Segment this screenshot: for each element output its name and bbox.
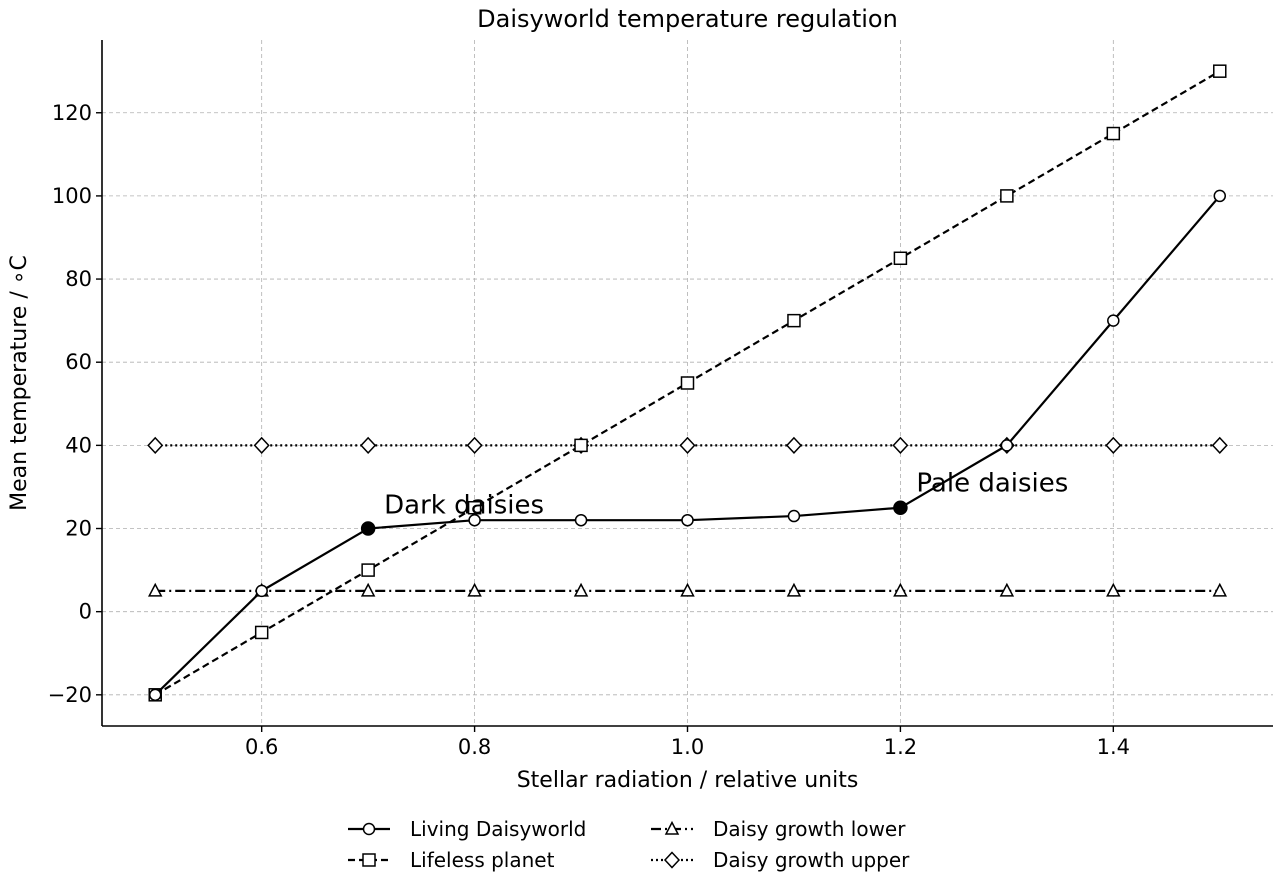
data-point xyxy=(1107,314,1120,327)
legend-marker xyxy=(664,820,680,835)
x-tick-label: 0.8 xyxy=(458,735,491,759)
data-point xyxy=(466,436,483,454)
data-point xyxy=(1213,64,1227,78)
y-tick-label: −20 xyxy=(48,683,92,707)
data-point xyxy=(361,563,375,577)
data-point xyxy=(360,582,376,597)
x-tick-label: 0.6 xyxy=(245,735,278,759)
annotation-label: Pale daisies xyxy=(916,469,1068,499)
data-point xyxy=(999,582,1015,597)
y-tick-label: 80 xyxy=(65,267,92,291)
data-point xyxy=(1212,582,1228,597)
data-point xyxy=(360,521,376,536)
legend-marker xyxy=(362,822,376,836)
y-tick-label: 100 xyxy=(52,184,92,208)
data-point xyxy=(680,582,695,597)
legend-label: Daisy growth upper xyxy=(713,848,910,872)
series-layer xyxy=(147,64,1228,702)
data-point xyxy=(1211,436,1228,454)
data-point xyxy=(573,582,589,597)
data-point xyxy=(1105,436,1122,454)
x-tick-label: 1.2 xyxy=(884,735,917,759)
data-point xyxy=(255,584,268,598)
legend-label: Daisy growth lower xyxy=(713,817,906,841)
legend-marker xyxy=(663,851,681,869)
y-tick-label: 120 xyxy=(52,101,92,125)
data-point xyxy=(574,513,588,527)
ticks: 0.6 0.8 1.0 1.2 1.4 −20 0 20 40 60 80 100 120 xyxy=(48,101,1130,759)
data-point xyxy=(1000,439,1014,452)
data-point xyxy=(787,509,801,523)
series-daisy-growth-lower xyxy=(147,582,1228,597)
legend: Living Daisyworld Lifeless planet Daisy gr… xyxy=(348,817,910,872)
x-tick-label: 1.4 xyxy=(1097,735,1130,759)
grid xyxy=(102,40,1273,726)
data-point xyxy=(785,436,802,454)
data-point xyxy=(787,313,801,328)
y-tick-label: 0 xyxy=(79,600,92,624)
data-point xyxy=(680,376,695,390)
data-point xyxy=(1106,126,1121,141)
data-point xyxy=(892,436,909,454)
annotation-label: Dark daisies xyxy=(384,491,544,521)
data-point xyxy=(253,436,270,454)
data-point xyxy=(1213,189,1227,203)
data-point xyxy=(1106,582,1121,597)
data-point xyxy=(360,436,377,454)
annotations: Dark daisies Pale daisies xyxy=(384,469,1068,521)
legend-label: Lifeless planet xyxy=(410,848,555,872)
data-point xyxy=(679,436,696,454)
data-point xyxy=(147,436,164,454)
legend-item: Lifeless planet xyxy=(348,848,555,872)
y-tick-label: 20 xyxy=(65,517,92,541)
data-point xyxy=(681,513,694,527)
legend-marker xyxy=(362,853,376,867)
series-living-daisyworld xyxy=(148,189,1227,702)
y-tick-label: 40 xyxy=(65,433,92,457)
legend-item: Daisy growth lower xyxy=(651,817,906,841)
data-point xyxy=(147,582,163,597)
data-point xyxy=(467,500,482,515)
data-point xyxy=(574,438,588,453)
chart-title: Daisyworld temperature regulation xyxy=(477,5,898,33)
data-point xyxy=(1000,189,1014,203)
y-tick-label: 60 xyxy=(65,350,92,374)
x-tick-label: 1.0 xyxy=(671,735,704,759)
x-axis-label: Stellar radiation / relative units xyxy=(517,768,859,793)
data-point xyxy=(468,513,481,527)
y-axis-label: Mean temperature / ∘C xyxy=(7,255,32,511)
legend-label: Living Daisyworld xyxy=(410,817,586,841)
legend-item: Daisy growth upper xyxy=(651,848,910,872)
data-point xyxy=(148,688,162,702)
data-point xyxy=(467,582,482,597)
data-point xyxy=(893,582,908,597)
legend-item: Living Daisyworld xyxy=(348,817,586,841)
data-point xyxy=(893,251,908,266)
data-point xyxy=(254,625,269,640)
data-point xyxy=(893,500,908,515)
data-point xyxy=(786,582,802,597)
